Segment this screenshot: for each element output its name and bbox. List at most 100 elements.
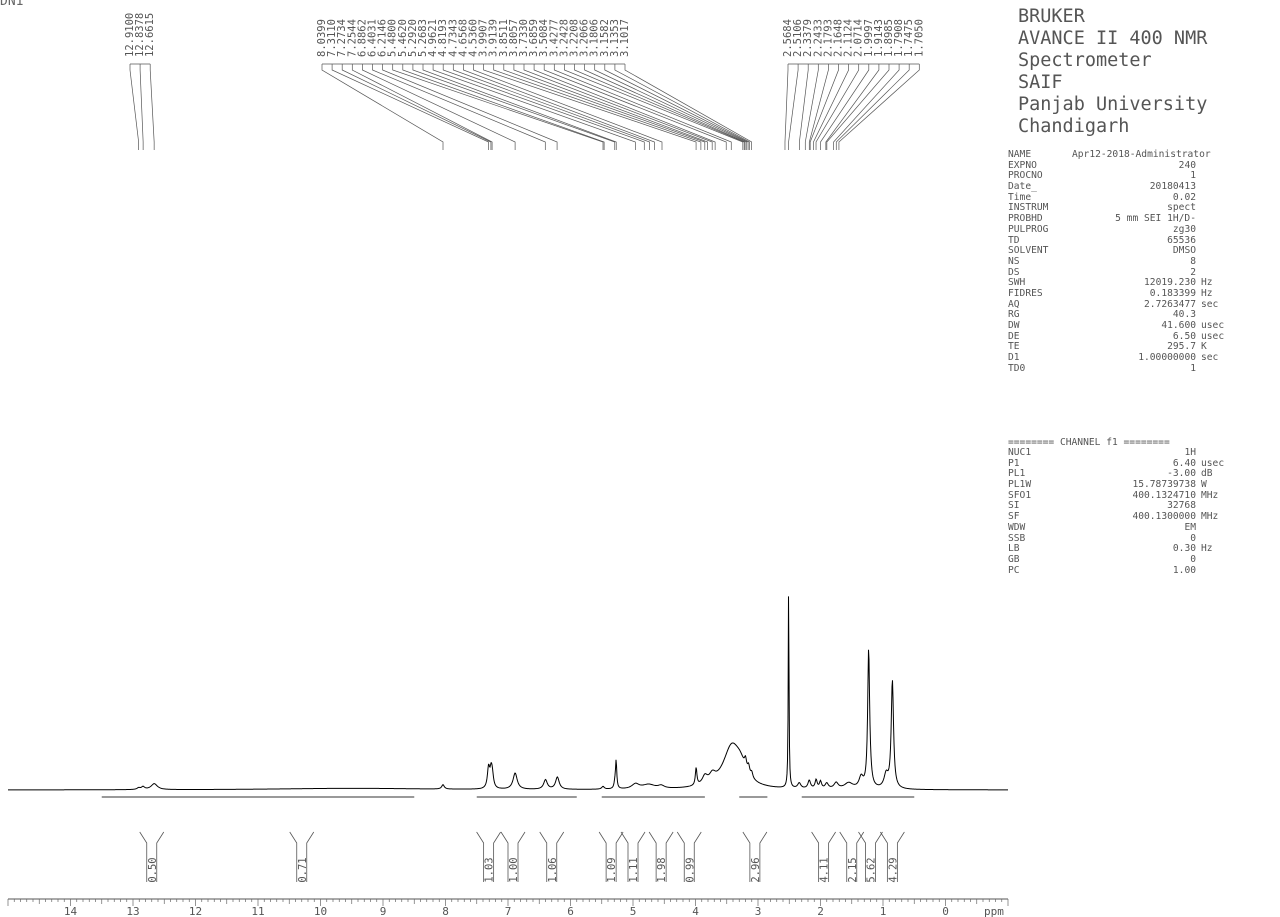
peak-label-connector (799, 64, 809, 150)
integral-bracket (880, 831, 905, 882)
acquisition-param-row: Time 0.02 (1008, 191, 1241, 204)
channel-param-row: PL1W 15.78739738 W (1008, 479, 1241, 491)
peak-label: 6.8862 (356, 19, 368, 57)
param-name: D1 (1008, 352, 1020, 364)
param-value: EM (1184, 521, 1196, 533)
peak-label-connector (463, 64, 655, 150)
instrument-line-facility: SAIF (1018, 72, 1063, 93)
channel-param-row: SF 400.1300000 MHz (1008, 511, 1241, 523)
param-unit: W (1201, 479, 1207, 491)
instrument-line-city: Chandigarh (1018, 116, 1130, 137)
instrument-header: BRUKER AVANCE II 400 NMR Spectrometer SA… (1018, 6, 1207, 138)
integral-bracket (648, 831, 674, 882)
param-name: SWH (1008, 277, 1026, 289)
peak-label: 3.5084 (538, 19, 550, 57)
integral-bracket (858, 831, 883, 882)
x-tick-label: 7 (505, 905, 512, 917)
param-unit (1196, 182, 1241, 193)
peak-label-connector (503, 64, 706, 150)
peak-label-connector (564, 64, 744, 150)
peak-label-connector (523, 64, 713, 150)
integral-bracket (811, 831, 836, 882)
peak-label-connector (442, 64, 645, 150)
acquisition-param-row: EXPNO 240 (1008, 159, 1241, 172)
param-name: SOLVENT (1008, 245, 1049, 257)
peak-label-connector (574, 64, 745, 150)
integral-bracket (289, 831, 315, 882)
param-unit (1196, 566, 1241, 577)
peak-label-connector (483, 64, 697, 150)
param-value: 6.40 (1172, 457, 1196, 469)
param-unit (1196, 193, 1241, 204)
peak-label: 12.8378 (134, 13, 146, 57)
integral-bracket (539, 831, 565, 882)
param-name: EXPNO (1008, 159, 1037, 171)
param-value: 15.78739738 (1132, 479, 1196, 491)
param-value: -3.00 (1167, 468, 1196, 480)
peak-label: 8.0399 (316, 19, 328, 57)
x-tick-label: 11 (251, 905, 264, 917)
param-value: 1 (1190, 170, 1196, 182)
peak-label-connector (614, 64, 750, 150)
peak-label-connector (321, 64, 444, 150)
channel-params-table: NUC1 1H P1 6.40 usec PL1 -3.00 dB PL1W 15.7873973… (1008, 447, 1241, 577)
param-value: 1.00 (1172, 564, 1196, 576)
param-value: 1 (1190, 362, 1196, 374)
param-name: TD (1008, 234, 1020, 246)
param-name: PULPROG (1008, 223, 1049, 235)
param-name: PROCNO (1008, 170, 1043, 182)
integral-value: 5.62 (866, 857, 878, 882)
acquisition-param-row: DW 41.600 usec (1008, 320, 1241, 332)
param-value: 1.00000000 (1138, 352, 1196, 364)
integral-value: 0.50 (147, 857, 159, 882)
peak-label: 6.2146 (377, 19, 389, 57)
peak-label-connector (129, 64, 139, 150)
peak-label: 1.7475 (903, 19, 915, 57)
x-tick-label: 3 (755, 905, 762, 917)
channel-param-row: SFO1 400.1324710 MHz (1008, 489, 1241, 502)
instrument-line-vendor: BRUKER (1018, 6, 1085, 27)
peak-label-connector (820, 64, 870, 150)
peak-label: 2.1648 (833, 19, 845, 57)
peak-label: 12.6615 (144, 13, 156, 57)
acquisition-param-row: PROBHD 5 mm SEI 1H/D- (1008, 213, 1241, 225)
param-unit (1196, 523, 1241, 534)
peak-label: 3.7330 (518, 19, 530, 57)
peak-label: 3.1806 (589, 19, 601, 57)
peak-label: 3.6859 (528, 19, 540, 57)
instrument-line-institution: Panjab University (1018, 94, 1208, 115)
param-unit (1196, 171, 1241, 182)
integral-value: 1.98 (656, 857, 668, 882)
peak-label-connector (402, 64, 605, 150)
peak-label: 3.2066 (579, 19, 591, 57)
peak-label-connector (604, 64, 749, 150)
x-tick-label: 13 (126, 905, 139, 917)
param-unit (1196, 161, 1241, 172)
peak-label: 4.6568 (457, 19, 469, 57)
peak-label-connector (362, 64, 516, 150)
peak-label-connector (553, 64, 732, 150)
param-name: RG (1008, 309, 1020, 321)
param-name: SI (1008, 500, 1020, 512)
peak-label: 1.9143 (873, 19, 885, 57)
peak-label: 1.7908 (893, 19, 905, 57)
peak-label: 5.4800 (387, 19, 399, 57)
integral-value: 1.09 (606, 857, 618, 882)
acquisition-param-row: Date_ 20180413 (1008, 181, 1241, 193)
peak-label: 2.1124 (843, 19, 855, 57)
param-unit (1196, 257, 1241, 268)
integral-bracket (139, 831, 165, 882)
peak-label: 5.2683 (417, 19, 429, 57)
param-name: SSB (1008, 532, 1026, 544)
param-unit: MHz (1201, 489, 1219, 501)
param-unit (1196, 555, 1241, 566)
peak-label-connector (473, 64, 663, 150)
peak-label: 6.4031 (367, 19, 379, 57)
x-axis-label: ppm (984, 905, 1004, 917)
param-name: NUC1 (1008, 447, 1032, 458)
param-value: 2.7263477 (1144, 298, 1196, 310)
param-unit (1196, 203, 1241, 214)
param-name: Time (1008, 191, 1032, 203)
peak-label-connector (813, 64, 849, 150)
integral-bracket (742, 831, 768, 882)
